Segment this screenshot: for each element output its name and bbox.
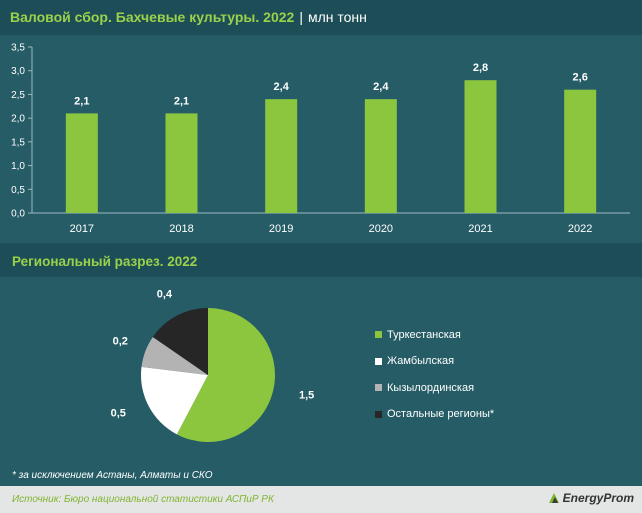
x-tick-label: 2017 bbox=[70, 223, 94, 235]
legend-label: Жамбылская bbox=[387, 355, 455, 367]
pie-chart: 1,5 0,5 0,2 0,4 bbox=[111, 288, 314, 442]
legend-swatch bbox=[375, 410, 382, 418]
pie-value-label: 1,5 bbox=[299, 389, 314, 401]
bar bbox=[364, 99, 397, 213]
pie-slice bbox=[152, 308, 208, 375]
x-tick-label: 2021 bbox=[468, 223, 492, 235]
bar bbox=[564, 89, 597, 213]
pie-value-label: 0,4 bbox=[157, 288, 173, 300]
legend-swatch bbox=[375, 384, 382, 391]
y-tick-label: 0,0 bbox=[11, 209, 25, 220]
legend-label: Туркестанская bbox=[387, 328, 461, 341]
chart-title-row: Валовой сбор. Бахчевые культуры. 2022 | мл… bbox=[10, 9, 367, 25]
legend-label: Кызылординская bbox=[387, 381, 475, 394]
y-tick-label: 1,0 bbox=[11, 161, 25, 172]
bar-value-label: 2,1 bbox=[174, 95, 189, 107]
legend-label: Остальные регионы* bbox=[387, 408, 495, 420]
logo-text: EnergyProm bbox=[562, 491, 634, 505]
legend-item: Туркестанская bbox=[375, 328, 494, 341]
chart-title: Валовой сбор. Бахчевые культуры. 2022 bbox=[10, 9, 295, 25]
y-tick-label: 3,5 bbox=[11, 43, 25, 54]
logo-icon bbox=[548, 493, 559, 503]
y-tick-label: 3,0 bbox=[11, 66, 25, 77]
pie-legend: Туркестанская Жамбылская Кызылординская Ост… bbox=[375, 328, 494, 434]
energyprom-logo: EnergyProm bbox=[547, 491, 634, 505]
footer-band bbox=[0, 486, 642, 513]
legend-item: Кызылординская bbox=[375, 381, 494, 394]
pie-value-label: 0,2 bbox=[113, 335, 128, 347]
pie-value-label: 0,5 bbox=[111, 408, 126, 420]
bar-value-label: 2,1 bbox=[74, 95, 89, 107]
bar-value-label: 2,4 bbox=[373, 81, 389, 93]
legend-item: Остальные регионы* bbox=[375, 408, 494, 421]
y-tick-label: 1,5 bbox=[11, 137, 25, 148]
bar bbox=[265, 99, 298, 213]
bar bbox=[65, 113, 98, 213]
y-tick-label: 0,5 bbox=[11, 185, 25, 196]
bar-chart: 0,0 0,5 1,0 1,5 2,0 2,5 3,0 3,5 2,1 2017 2,1 2018 2,… bbox=[11, 43, 630, 235]
region-band bbox=[0, 243, 642, 277]
pie-slice bbox=[176, 308, 275, 442]
bar-value-label: 2,6 bbox=[573, 72, 588, 84]
legend-item: Жамбылская bbox=[375, 355, 494, 368]
bar bbox=[464, 80, 497, 213]
chart-unit: млн тонн bbox=[307, 9, 367, 25]
pie-slice bbox=[141, 366, 208, 435]
bar bbox=[165, 113, 198, 213]
region-title: Региональный разрез. 2022 bbox=[12, 254, 198, 269]
title-band bbox=[0, 0, 642, 35]
x-tick-label: 2022 bbox=[568, 223, 592, 235]
bar-value-label: 2,4 bbox=[274, 81, 290, 93]
y-tick-label: 2,0 bbox=[11, 114, 25, 125]
source-note: Источник: Бюро национальной статистики А… bbox=[12, 494, 274, 505]
title-separator: | bbox=[299, 9, 303, 25]
footnote: * за исключением Астаны, Алматы и СКО bbox=[12, 470, 213, 481]
bar-value-label: 2,8 bbox=[473, 62, 488, 74]
x-tick-label: 2020 bbox=[369, 223, 393, 235]
legend-swatch bbox=[375, 357, 382, 365]
pie-slice bbox=[141, 336, 208, 375]
x-tick-label: 2019 bbox=[269, 223, 293, 235]
x-tick-label: 2018 bbox=[169, 223, 193, 235]
y-tick-label: 2,5 bbox=[11, 90, 25, 101]
legend-swatch bbox=[375, 331, 382, 338]
